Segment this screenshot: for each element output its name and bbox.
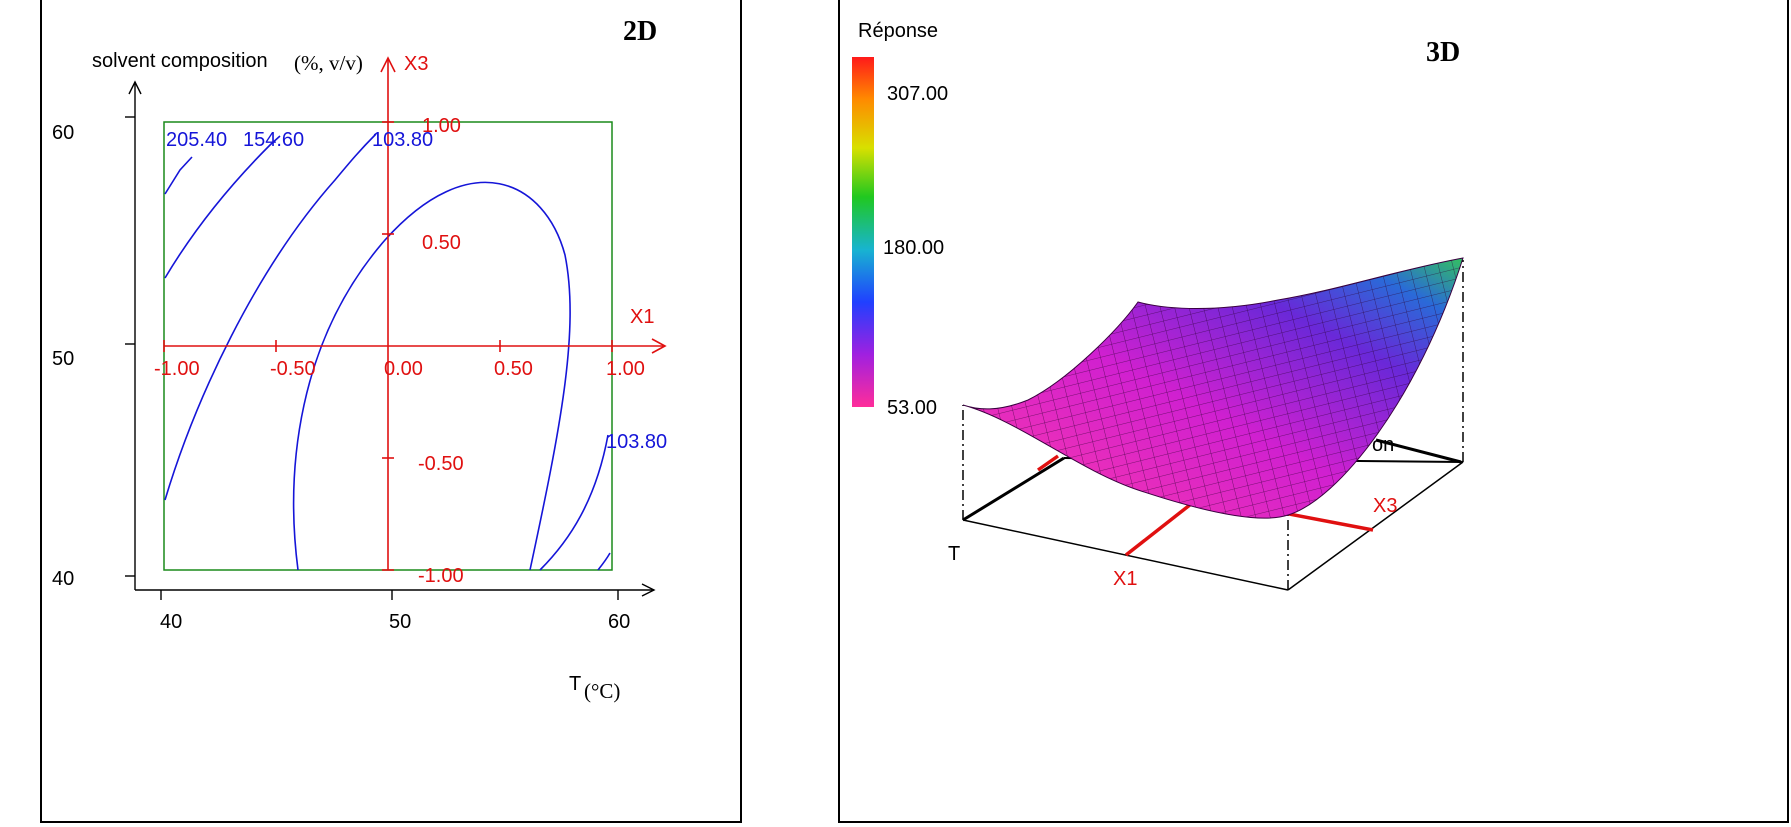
x-tick-label-50: 50: [389, 611, 411, 633]
surface-x3-label: X3: [1373, 495, 1397, 517]
coded-x1-tick-m050: -0.50: [270, 358, 316, 380]
y-axis-label: solvent composition: [92, 50, 268, 72]
coded-x3-tick-050: 0.50: [422, 232, 461, 254]
y-tick-label-50: 50: [52, 348, 74, 370]
coded-x3-tick-m050: -0.50: [418, 453, 464, 475]
contour-lines: [164, 133, 611, 571]
surface-plot: Réponse 307.00 180.00 53.00 3D: [838, 0, 1789, 823]
coded-x1-tick-100: 1.00: [606, 358, 645, 380]
box-base-right-back: [1375, 438, 1462, 464]
coded-x3-label: X3: [404, 53, 428, 75]
chart-title-2d: 2D: [623, 16, 657, 47]
contour-label-103-80-top: 103.80: [372, 129, 433, 151]
coded-x1-tick-m100: -1.00: [154, 358, 200, 380]
y-tick-label-40: 40: [52, 568, 74, 590]
contour-line-154-60: [164, 135, 281, 279]
x-axis-arrow: [641, 583, 656, 597]
x-tick-label-60: 60: [608, 611, 630, 633]
surface-plot-panel: Réponse 307.00 180.00 53.00 3D: [838, 0, 1789, 823]
coded-x3-tick-100: 1.00: [422, 115, 461, 137]
contour-line-103-80-right: [539, 434, 609, 571]
contour-plot: 60 50 40 40 50 60 solvent composition (%…: [40, 0, 742, 823]
contour-label-154-60: 154.60: [243, 129, 304, 151]
colorbar-tick-53: 53.00: [887, 397, 937, 419]
coded-x1-tick-000: 0.00: [384, 358, 423, 380]
coded-x1-tick-050: 0.50: [494, 358, 533, 380]
contour-line-205-40: [164, 156, 193, 195]
surface-s-label: on: [1372, 434, 1394, 456]
contour-line-corner: [597, 552, 611, 571]
colorbar-title: Réponse: [858, 20, 938, 42]
y-tick-label-60: 60: [52, 122, 74, 144]
colorbar: [852, 57, 874, 407]
coded-x3-arrow: [380, 56, 396, 73]
x-axis-label: T: [569, 673, 581, 695]
contour-plot-panel: 60 50 40 40 50 60 solvent composition (%…: [40, 0, 742, 823]
box-base-front: [962, 519, 1289, 591]
real-axes: [125, 80, 656, 600]
coded-axes: [163, 56, 667, 571]
contour-line-low-ellipse: [292, 181, 571, 571]
surface-x1-axis: [1124, 495, 1202, 557]
surface-x3-axis-back: [1036, 454, 1060, 472]
y-axis-arrow: [128, 80, 142, 95]
colorbar-tick-180: 180.00: [883, 237, 944, 259]
contour-label-103-80-right: 103.80: [606, 431, 667, 453]
box-base-left: [962, 456, 1065, 522]
y-axis-unit: (%, v/v): [294, 51, 363, 75]
chart-title-3d: 3D: [1426, 37, 1460, 68]
x-axis-unit: (°C): [584, 679, 620, 703]
contour-line-103-80-left: [164, 133, 377, 501]
coded-x1-arrow: [651, 338, 667, 354]
surface-x1-label: X1: [1113, 568, 1137, 590]
x-tick-label-40: 40: [160, 611, 182, 633]
box-base-right: [1287, 461, 1464, 591]
coded-x1-label: X1: [630, 306, 654, 328]
surface-t-label: T: [948, 543, 960, 565]
contour-label-205-40: 205.40: [166, 129, 227, 151]
response-surface: [962, 257, 1464, 519]
panel-frame: [40, 0, 742, 823]
coded-x3-tick-m100: -1.00: [418, 565, 464, 587]
panel-frame: [838, 0, 1789, 823]
colorbar-tick-307: 307.00: [887, 83, 948, 105]
